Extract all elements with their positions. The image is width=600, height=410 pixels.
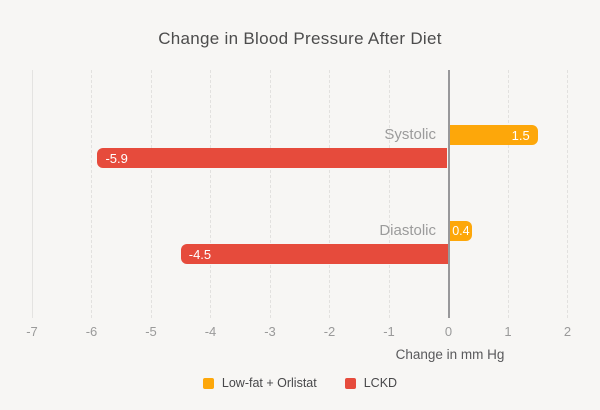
bar-diastolic-low-fat-orlistat[interactable]: 0.4	[449, 221, 473, 241]
x-tick-label: 0	[444, 324, 453, 339]
bar-value-label: 1.5	[511, 127, 530, 143]
zero-axis-line	[447, 70, 450, 318]
legend-item-low-fat-orlistat[interactable]: Low-fat + Orlistat	[202, 376, 317, 390]
x-axis-title: Change in mm Hg	[395, 347, 505, 362]
gridline	[91, 70, 92, 318]
gridline	[31, 70, 33, 318]
bar-systolic-lckd[interactable]: -5.9	[97, 148, 448, 168]
legend-item-lckd[interactable]: LCKD	[344, 376, 398, 390]
bar-value-label: -5.9	[105, 150, 128, 166]
legend-item-label: Low-fat + Orlistat	[221, 376, 317, 390]
category-label-systolic: Systolic	[384, 126, 436, 143]
bar-systolic-low-fat-orlistat[interactable]: 1.5	[449, 125, 538, 145]
gridline	[507, 70, 509, 318]
category-label-diastolic: Diastolic	[379, 222, 436, 239]
gridline	[150, 70, 152, 318]
gridline	[329, 70, 330, 318]
x-tick-label: 1	[504, 324, 512, 339]
legend-color-swatch	[202, 378, 214, 389]
x-tick-label: -4	[204, 324, 217, 339]
legend: Low-fat + Orlistat LCKD	[0, 377, 600, 390]
x-tick-label: -7	[26, 324, 38, 339]
legend-item-label: LCKD	[363, 376, 398, 390]
gridline	[210, 70, 211, 318]
x-tick-label: 2	[563, 324, 572, 339]
x-tick-label: -3	[264, 324, 276, 339]
bar-diastolic-lckd[interactable]: -4.5	[180, 244, 448, 264]
x-tick-label: -2	[323, 324, 336, 339]
chart-title: Change in Blood Pressure After Diet	[158, 29, 442, 48]
gridline	[269, 70, 271, 318]
x-tick-label: -6	[85, 324, 98, 339]
bar-value-label: -4.5	[188, 246, 212, 262]
x-tick-label: -5	[145, 324, 157, 339]
legend-color-swatch	[344, 378, 356, 389]
gridline	[567, 70, 568, 318]
gridline	[388, 70, 390, 318]
bar-value-label: 0.4	[452, 224, 470, 238]
x-tick-label: -1	[383, 324, 395, 339]
